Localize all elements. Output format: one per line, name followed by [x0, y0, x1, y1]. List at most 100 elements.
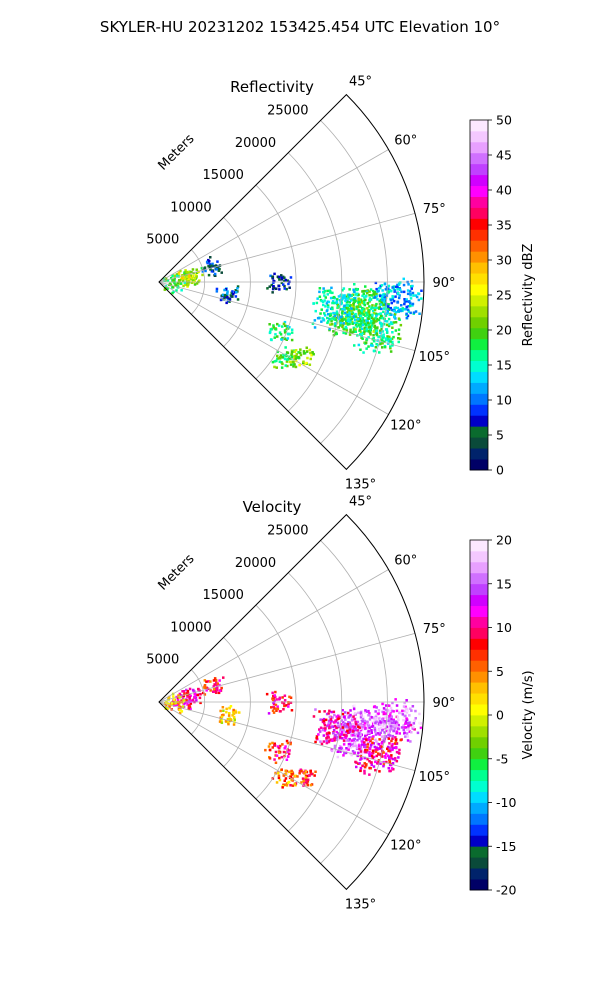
- range-tick-label: 25000: [267, 104, 308, 119]
- echo-pixel: [361, 294, 364, 298]
- echo-pixel: [339, 315, 342, 319]
- echo-pixel: [166, 287, 169, 290]
- echo-pixel: [351, 293, 355, 296]
- echo-pixel: [350, 753, 353, 757]
- echo-pixel: [381, 289, 384, 292]
- echo-pixel: [344, 332, 348, 335]
- echo-pixel: [227, 297, 230, 300]
- echo-pixel: [293, 357, 296, 360]
- echo-pixel: [363, 310, 366, 313]
- echo-pixel: [215, 287, 219, 291]
- echo-pixel: [397, 328, 401, 331]
- echo-pixel: [274, 328, 278, 331]
- echo-pixel: [341, 312, 344, 315]
- echo-pixel: [360, 714, 363, 717]
- echo-pixel: [288, 749, 291, 752]
- echo-pixel: [412, 311, 416, 314]
- echo-pixel: [288, 286, 291, 289]
- echo-pixel: [389, 728, 392, 731]
- echo-pixel: [222, 676, 225, 679]
- echo-pixel: [354, 744, 358, 747]
- echo-pixel: [403, 300, 407, 304]
- echo-pixel: [232, 712, 236, 715]
- echo-pixel: [207, 273, 211, 277]
- echo-pixel: [274, 772, 277, 775]
- echo-pixel: [404, 308, 408, 311]
- echo-cluster: [353, 312, 403, 354]
- echo-pixel: [386, 728, 390, 731]
- echo-pixel: [327, 320, 330, 323]
- echo-pixel: [286, 364, 289, 368]
- echo-pixel: [374, 316, 377, 320]
- echo-pixel: [378, 329, 382, 332]
- echo-pixel: [176, 698, 180, 702]
- echo-pixel: [359, 769, 362, 773]
- echo-pixel: [329, 307, 333, 310]
- echo-pixel: [383, 307, 386, 310]
- colorbar-tick-label: 30: [496, 253, 512, 268]
- echo-pixel: [313, 774, 316, 777]
- colorbar-tick-label: -5: [496, 751, 508, 766]
- echo-cluster: [218, 705, 241, 726]
- echo-pixel: [280, 274, 283, 277]
- echo-pixel: [379, 331, 382, 335]
- echo-pixel: [278, 288, 281, 291]
- echo-pixel: [348, 311, 351, 314]
- echo-pixel: [326, 321, 329, 325]
- echo-pixel: [180, 289, 183, 292]
- echo-pixel: [370, 763, 373, 767]
- echo-pixel: [187, 706, 191, 709]
- echo-pixel: [378, 300, 381, 303]
- echo-pixel: [411, 284, 414, 288]
- echo-pixel: [389, 709, 392, 713]
- echo-pixel: [178, 692, 182, 696]
- colorbar-swatch: [470, 649, 488, 661]
- echo-pixel: [326, 304, 330, 307]
- echo-pixel: [318, 287, 322, 290]
- echo-pixel: [340, 719, 344, 722]
- reflectivity-panel: Reflectivity 45°60°75°90°105°120°135°5000…: [146, 75, 536, 493]
- echo-pixel: [351, 743, 354, 746]
- echo-pixel: [299, 353, 303, 357]
- echo-pixel: [276, 705, 279, 708]
- colorbar-swatch: [470, 130, 488, 143]
- echo-pixel: [352, 315, 355, 318]
- echo-pixel: [330, 749, 334, 753]
- echo-pixel: [414, 709, 417, 713]
- echo-pixel: [402, 725, 405, 728]
- echo-pixel: [341, 721, 345, 724]
- echo-pixel: [390, 739, 393, 743]
- echo-pixel: [203, 693, 207, 696]
- echo-pixel: [409, 297, 413, 300]
- echo-pixel: [210, 269, 214, 273]
- echo-pixel: [181, 690, 184, 693]
- echo-pixel: [275, 366, 278, 369]
- echo-pixel: [294, 774, 297, 778]
- echo-pixel: [406, 709, 409, 712]
- echo-pixel: [375, 333, 379, 337]
- echo-pixel: [331, 725, 335, 728]
- echo-pixel: [224, 720, 228, 723]
- echo-pixel: [193, 695, 196, 698]
- echo-pixel: [369, 288, 373, 291]
- echo-pixel: [357, 711, 360, 715]
- echo-pixel: [372, 321, 376, 324]
- echo-pixel: [387, 284, 391, 288]
- echo-pixel: [268, 285, 271, 288]
- echo-pixel: [343, 296, 346, 299]
- colorbar-swatch: [470, 174, 488, 187]
- echo-pixel: [337, 724, 340, 727]
- colorbar-swatch: [470, 572, 488, 585]
- echo-pixel: [346, 304, 349, 307]
- echo-pixel: [280, 361, 283, 364]
- echo-pixel: [388, 734, 392, 737]
- echo-pixel: [363, 303, 366, 307]
- echo-pixel: [336, 750, 340, 753]
- echo-pixel: [313, 326, 317, 329]
- echo-pixel: [348, 315, 352, 319]
- echo-pixel: [340, 747, 344, 750]
- echo-pixel: [359, 750, 363, 753]
- echo-pixel: [198, 279, 201, 282]
- echo-pixel: [351, 718, 354, 721]
- echo-pixel: [397, 332, 401, 336]
